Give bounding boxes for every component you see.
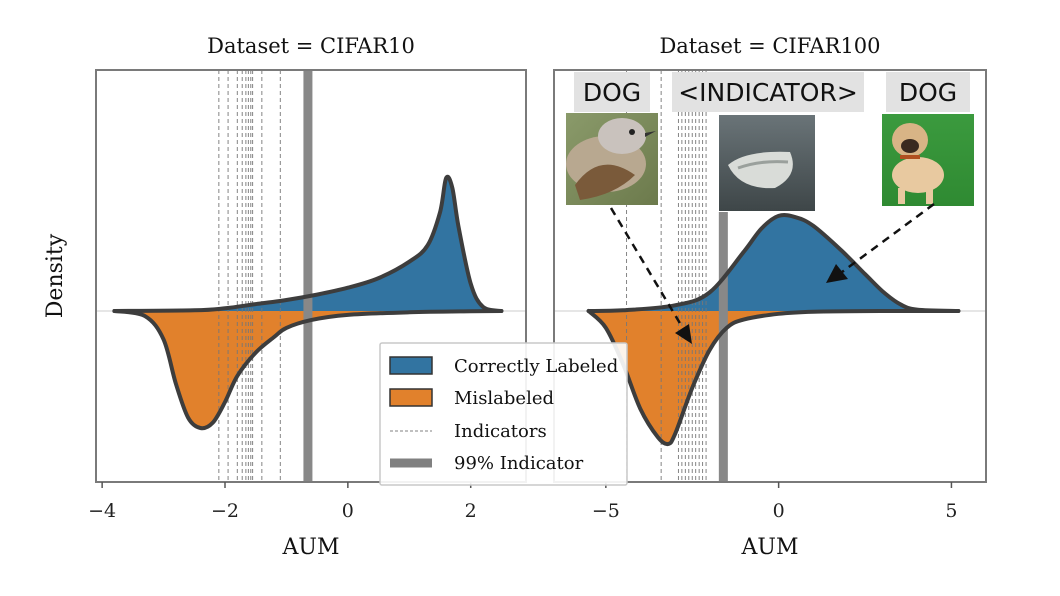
panel-title: Dataset = CIFAR10 bbox=[207, 34, 415, 58]
x-tick-label: 0 bbox=[342, 500, 354, 522]
density-outline-correctly-labeled bbox=[586, 213, 961, 313]
plot-marks bbox=[554, 70, 986, 482]
image-caption: DOG bbox=[899, 78, 957, 107]
arrowhead bbox=[675, 324, 692, 344]
density-area-correctly-labeled bbox=[588, 215, 959, 311]
density-area-mislabeled bbox=[114, 311, 502, 429]
x-tick-label: −2 bbox=[211, 500, 239, 522]
panel-title: Dataset = CIFAR100 bbox=[659, 34, 880, 58]
legend-label: 99% Indicator bbox=[454, 453, 584, 474]
x-tick-label: 2 bbox=[465, 500, 477, 522]
plot-frame bbox=[553, 69, 987, 483]
legend-entry-99-indicator: 99% Indicator bbox=[390, 453, 584, 474]
legend-entry-correct: Correctly Labeled bbox=[389, 356, 618, 377]
boat-thumbnail-icon bbox=[719, 115, 815, 211]
legend-label: Mislabeled bbox=[454, 388, 554, 409]
x-axis-label: AUM bbox=[741, 535, 799, 560]
legend-label: Correctly Labeled bbox=[454, 356, 618, 377]
x-tick-label: 5 bbox=[945, 500, 957, 522]
legend-label: Indicators bbox=[454, 421, 547, 442]
x-axis-label: AUM bbox=[282, 535, 340, 560]
density-outline-mislabeled bbox=[586, 308, 961, 447]
x-tick-label: 0 bbox=[773, 500, 785, 522]
legend-swatch bbox=[389, 356, 433, 375]
plot-frame bbox=[95, 69, 527, 483]
density-area-correctly-labeled bbox=[114, 176, 502, 311]
density-outline-correctly-labeled bbox=[112, 174, 504, 313]
x-axis-ticks: −4 −2 0 2 bbox=[88, 482, 477, 522]
legend: Correctly Labeled Mislabeled Indicators … bbox=[379, 342, 628, 486]
density-area-mislabeled bbox=[588, 310, 959, 445]
example-image-bird: DOG bbox=[566, 72, 658, 205]
legend-swatch bbox=[389, 388, 433, 407]
annotation-arrows bbox=[609, 202, 935, 344]
density-outline-mislabeled bbox=[112, 309, 504, 431]
plot-marks bbox=[96, 70, 526, 482]
legend-frame bbox=[379, 342, 628, 486]
x-axis-ticks: −5 0 5 bbox=[592, 482, 957, 522]
y-axis-label: Density bbox=[43, 233, 68, 318]
legend-entry-indicators: Indicators bbox=[390, 421, 547, 442]
example-image-boat: <INDICATOR> bbox=[672, 72, 864, 211]
arrow-dog-to-correct bbox=[841, 202, 935, 274]
legend-entry-mislabeled: Mislabeled bbox=[389, 388, 554, 409]
bird-thumbnail-icon bbox=[566, 113, 658, 205]
x-tick-label: −5 bbox=[592, 500, 620, 522]
example-image-dog: DOG bbox=[882, 72, 974, 206]
caption-box bbox=[574, 72, 650, 112]
image-caption: <INDICATOR> bbox=[678, 78, 858, 107]
caption-box bbox=[886, 72, 970, 112]
arrow-bird-to-mislabeled bbox=[609, 207, 686, 331]
dog-thumbnail-icon bbox=[882, 114, 974, 206]
image-caption: DOG bbox=[583, 78, 641, 107]
x-tick-label: −4 bbox=[88, 500, 116, 522]
arrowhead bbox=[826, 264, 848, 283]
caption-box bbox=[672, 72, 864, 112]
